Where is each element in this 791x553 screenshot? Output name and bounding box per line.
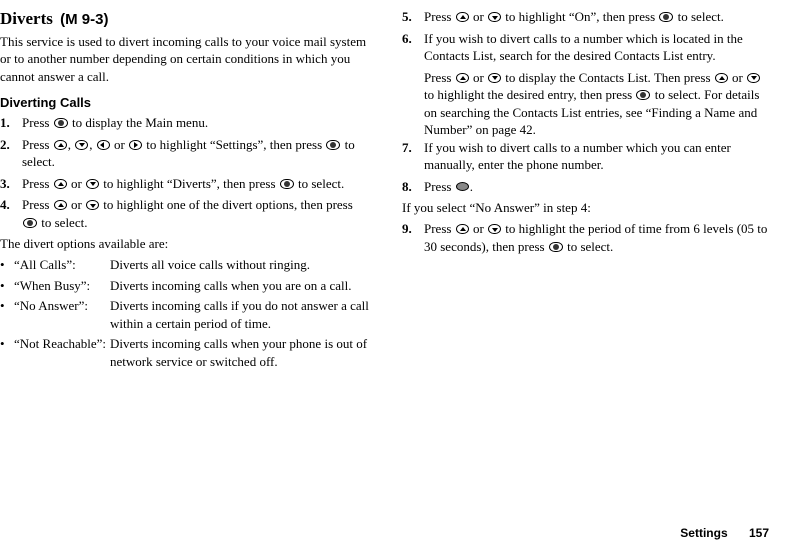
bullet-mark: •: [0, 335, 14, 370]
step-2: 2. Press , , or to highlight “Settings”,…: [0, 136, 372, 171]
center-key-icon: [280, 179, 294, 189]
up-key-icon: [54, 200, 67, 210]
up-key-icon: [456, 12, 469, 22]
option-desc: Diverts incoming calls when you are on a…: [110, 277, 372, 295]
up-key-icon: [54, 140, 67, 150]
center-key-icon: [23, 218, 37, 228]
left-column: Diverts (M 9-3) This service is used to …: [0, 8, 372, 373]
step-1: 1. Press to display the Main menu.: [0, 114, 372, 132]
step-number: 6.: [402, 30, 424, 65]
step-text: Press , , or to highlight “Settings”, th…: [22, 136, 372, 171]
step-6-sub: Press or to display the Contacts List. T…: [424, 69, 774, 139]
option-row: • “Not Reachable”: Diverts incoming call…: [0, 335, 372, 370]
step-number: 8.: [402, 178, 424, 196]
step-text: Press or to highlight one of the divert …: [22, 196, 372, 231]
bullet-mark: •: [0, 277, 14, 295]
option-label: “All Calls”:: [14, 256, 110, 274]
down-key-icon: [86, 200, 99, 210]
condition-text: If you select “No Answer” in step 4:: [402, 199, 774, 217]
center-key-icon: [326, 140, 340, 150]
option-label: “Not Reachable”:: [14, 335, 110, 370]
step-number: 2.: [0, 136, 22, 171]
bullet-mark: •: [0, 256, 14, 274]
step-9: 9. Press or to highlight the period of t…: [402, 220, 774, 255]
up-key-icon: [715, 73, 728, 83]
step-text: If you wish to divert calls to a number …: [424, 30, 774, 65]
step-number: 5.: [402, 8, 424, 26]
footer-section: Settings: [680, 526, 727, 540]
step-4: 4. Press or to highlight one of the dive…: [0, 196, 372, 231]
step-number: 1.: [0, 114, 22, 132]
down-key-icon: [75, 140, 88, 150]
option-row: • “All Calls”: Diverts all voice calls w…: [0, 256, 372, 274]
step-number: 3.: [0, 175, 22, 193]
up-key-icon: [456, 224, 469, 234]
step-7: 7. If you wish to divert calls to a numb…: [402, 139, 774, 174]
step-text: Press .: [424, 178, 774, 196]
step-text: If you wish to divert calls to a number …: [424, 139, 774, 174]
step-8: 8. Press .: [402, 178, 774, 196]
option-desc: Diverts incoming calls when your phone i…: [110, 335, 372, 370]
down-key-icon: [86, 179, 99, 189]
step-3: 3. Press or to highlight “Diverts”, then…: [0, 175, 372, 193]
step-5: 5. Press or to highlight “On”, then pres…: [402, 8, 774, 26]
down-key-icon: [747, 73, 760, 83]
step-number: 9.: [402, 220, 424, 255]
option-label: “When Busy”:: [14, 277, 110, 295]
menu-reference: (M 9-3): [60, 11, 108, 28]
option-row: • “No Answer”: Diverts incoming calls if…: [0, 297, 372, 332]
bullet-mark: •: [0, 297, 14, 332]
center-key-icon: [636, 90, 650, 100]
page-footer: Settings 157: [680, 525, 769, 541]
options-intro: The divert options available are:: [0, 235, 372, 253]
step-text: Press or to highlight the period of time…: [424, 220, 774, 255]
option-row: • “When Busy”: Diverts incoming calls wh…: [0, 277, 372, 295]
step-6: 6. If you wish to divert calls to a numb…: [402, 30, 774, 65]
heading-line: Diverts (M 9-3): [0, 8, 372, 31]
intro-text: This service is used to divert incoming …: [0, 33, 372, 86]
left-key-icon: [97, 140, 110, 150]
down-key-icon: [488, 12, 501, 22]
option-label: “No Answer”:: [14, 297, 110, 332]
step-text: Press or to highlight “On”, then press t…: [424, 8, 774, 26]
right-key-icon: [129, 140, 142, 150]
option-desc: Diverts all voice calls without ringing.: [110, 256, 372, 274]
up-key-icon: [456, 73, 469, 83]
step-number: 7.: [402, 139, 424, 174]
down-key-icon: [488, 73, 501, 83]
step-text: Press to display the Main menu.: [22, 114, 372, 132]
subheading: Diverting Calls: [0, 94, 372, 112]
up-key-icon: [54, 179, 67, 189]
step-text: Press or to highlight “Diverts”, then pr…: [22, 175, 372, 193]
footer-page-number: 157: [749, 526, 769, 540]
center-key-icon: [549, 242, 563, 252]
soft-key-icon: [456, 182, 469, 191]
down-key-icon: [488, 224, 501, 234]
section-title: Diverts: [0, 9, 53, 28]
option-desc: Diverts incoming calls if you do not ans…: [110, 297, 372, 332]
right-column: 5. Press or to highlight “On”, then pres…: [402, 8, 774, 373]
step-number: 4.: [0, 196, 22, 231]
center-key-icon: [54, 118, 68, 128]
center-key-icon: [659, 12, 673, 22]
